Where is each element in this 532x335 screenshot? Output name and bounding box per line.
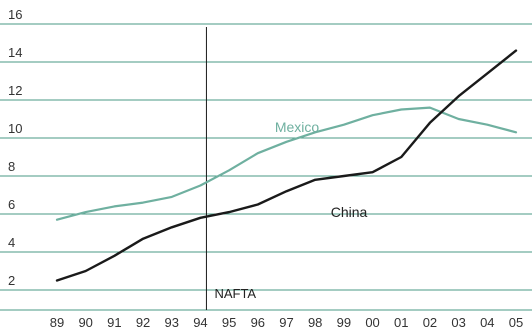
x-tick-label: 95 xyxy=(222,315,236,330)
y-tick-label: 8 xyxy=(8,159,15,174)
y-tick-label: 12 xyxy=(8,83,22,98)
x-axis-ticks: 89 90 91 92 93 94 95 96 97 98 99 00 01 02 03 04 05 xyxy=(50,315,523,330)
x-tick-label: 04 xyxy=(480,315,494,330)
y-axis-ticks: 2 4 6 8 10 12 14 16 xyxy=(8,7,22,288)
gridlines xyxy=(0,23,532,311)
series-labels: Mexico China xyxy=(275,119,368,220)
x-tick-label: 94 xyxy=(193,315,207,330)
x-tick-label: 92 xyxy=(136,315,150,330)
y-tick-label: 14 xyxy=(8,45,22,60)
annotation-label: NAFTA xyxy=(214,286,256,301)
x-tick-label: 93 xyxy=(165,315,179,330)
series-label-mexico: Mexico xyxy=(275,119,320,135)
x-tick-label: 03 xyxy=(451,315,465,330)
x-tick-label: 91 xyxy=(107,315,121,330)
x-tick-label: 05 xyxy=(509,315,523,330)
x-tick-label: 01 xyxy=(394,315,408,330)
x-tick-label: 98 xyxy=(308,315,322,330)
x-tick-label: 97 xyxy=(279,315,293,330)
x-tick-label: 89 xyxy=(50,315,64,330)
y-tick-label: 6 xyxy=(8,197,15,212)
series-line-china xyxy=(55,49,518,282)
x-tick-label: 02 xyxy=(423,315,437,330)
x-tick-label: 00 xyxy=(365,315,379,330)
y-tick-label: 10 xyxy=(8,121,22,136)
x-tick-label: 96 xyxy=(251,315,265,330)
x-tick-label: 90 xyxy=(78,315,92,330)
annotations: NAFTA xyxy=(205,27,256,310)
y-tick-label: 4 xyxy=(8,235,15,250)
series-lines xyxy=(55,49,518,282)
series-label-china: China xyxy=(331,204,368,220)
x-tick-label: 99 xyxy=(337,315,351,330)
y-tick-label: 16 xyxy=(8,7,22,22)
y-tick-label: 2 xyxy=(8,273,15,288)
